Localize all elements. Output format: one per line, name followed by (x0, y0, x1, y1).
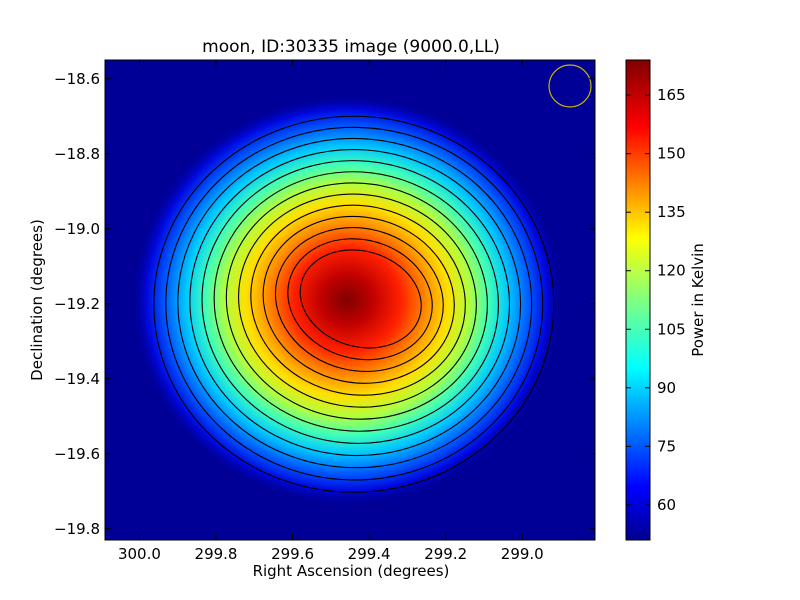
moon-disc (132, 95, 562, 505)
colorbar-ticks: 60 75 90 105 120 135 150 165 (626, 86, 686, 514)
contour-line (262, 215, 455, 384)
colorbar (625, 59, 651, 541)
contour-line (287, 238, 433, 361)
chart-title: moon, ID:30335 image (9000.0,LL) (202, 37, 500, 57)
contour-line (177, 137, 533, 469)
x-tick-label: 299.0 (501, 545, 544, 563)
colorbar-tick-label: 90 (657, 379, 676, 397)
contour-lines (153, 115, 555, 493)
colorbar-tick-label: 120 (657, 262, 686, 280)
x-tick-label: 299.2 (424, 545, 467, 563)
beam-marker (548, 64, 592, 108)
contour-line (225, 182, 488, 420)
contour-line (299, 249, 422, 349)
y-axis-label: Declination (degrees) (28, 219, 46, 381)
y-axis-ticks: −18.6 −18.8 −19.0 −19.2 −19.4 −19.6 −19.8 (54, 70, 595, 538)
x-tick-label: 300.0 (118, 545, 161, 563)
y-tick-label: −18.6 (54, 70, 100, 88)
y-tick-label: −18.8 (54, 145, 100, 163)
contour-line (213, 171, 499, 432)
colorbar-tick-label: 135 (657, 203, 686, 221)
x-tick-label: 299.8 (195, 545, 238, 563)
contour-line (189, 148, 522, 457)
y-tick-label: −19.4 (54, 370, 100, 388)
contour-line (201, 160, 511, 444)
x-axis-ticks: 300.0 299.8 299.6 299.4 299.2 299.0 (118, 60, 544, 563)
x-tick-label: 299.4 (348, 545, 391, 563)
contour-line (238, 193, 477, 408)
contour-line (165, 126, 544, 481)
x-axis-label: Right Ascension (degrees) (253, 562, 450, 580)
y-tick-label: −19.6 (54, 445, 100, 463)
contour-line (250, 204, 466, 396)
colorbar-tick-label: 150 (657, 145, 686, 163)
colorbar-tick-label: 105 (657, 320, 686, 338)
contour-line (274, 227, 444, 372)
colorbar-tick-label: 165 (657, 86, 686, 104)
contour-line (153, 115, 555, 493)
x-tick-label: 299.6 (271, 545, 314, 563)
y-tick-label: −19.2 (54, 295, 100, 313)
plot-area (105, 60, 595, 540)
colorbar-tick-label: 60 (657, 496, 676, 514)
colorbar-tick-label: 75 (657, 437, 676, 455)
colorbar-label: Power in Kelvin (689, 243, 707, 357)
plot-frame (104, 59, 596, 541)
y-tick-label: −19.0 (54, 220, 100, 238)
y-tick-label: −19.8 (54, 520, 100, 538)
